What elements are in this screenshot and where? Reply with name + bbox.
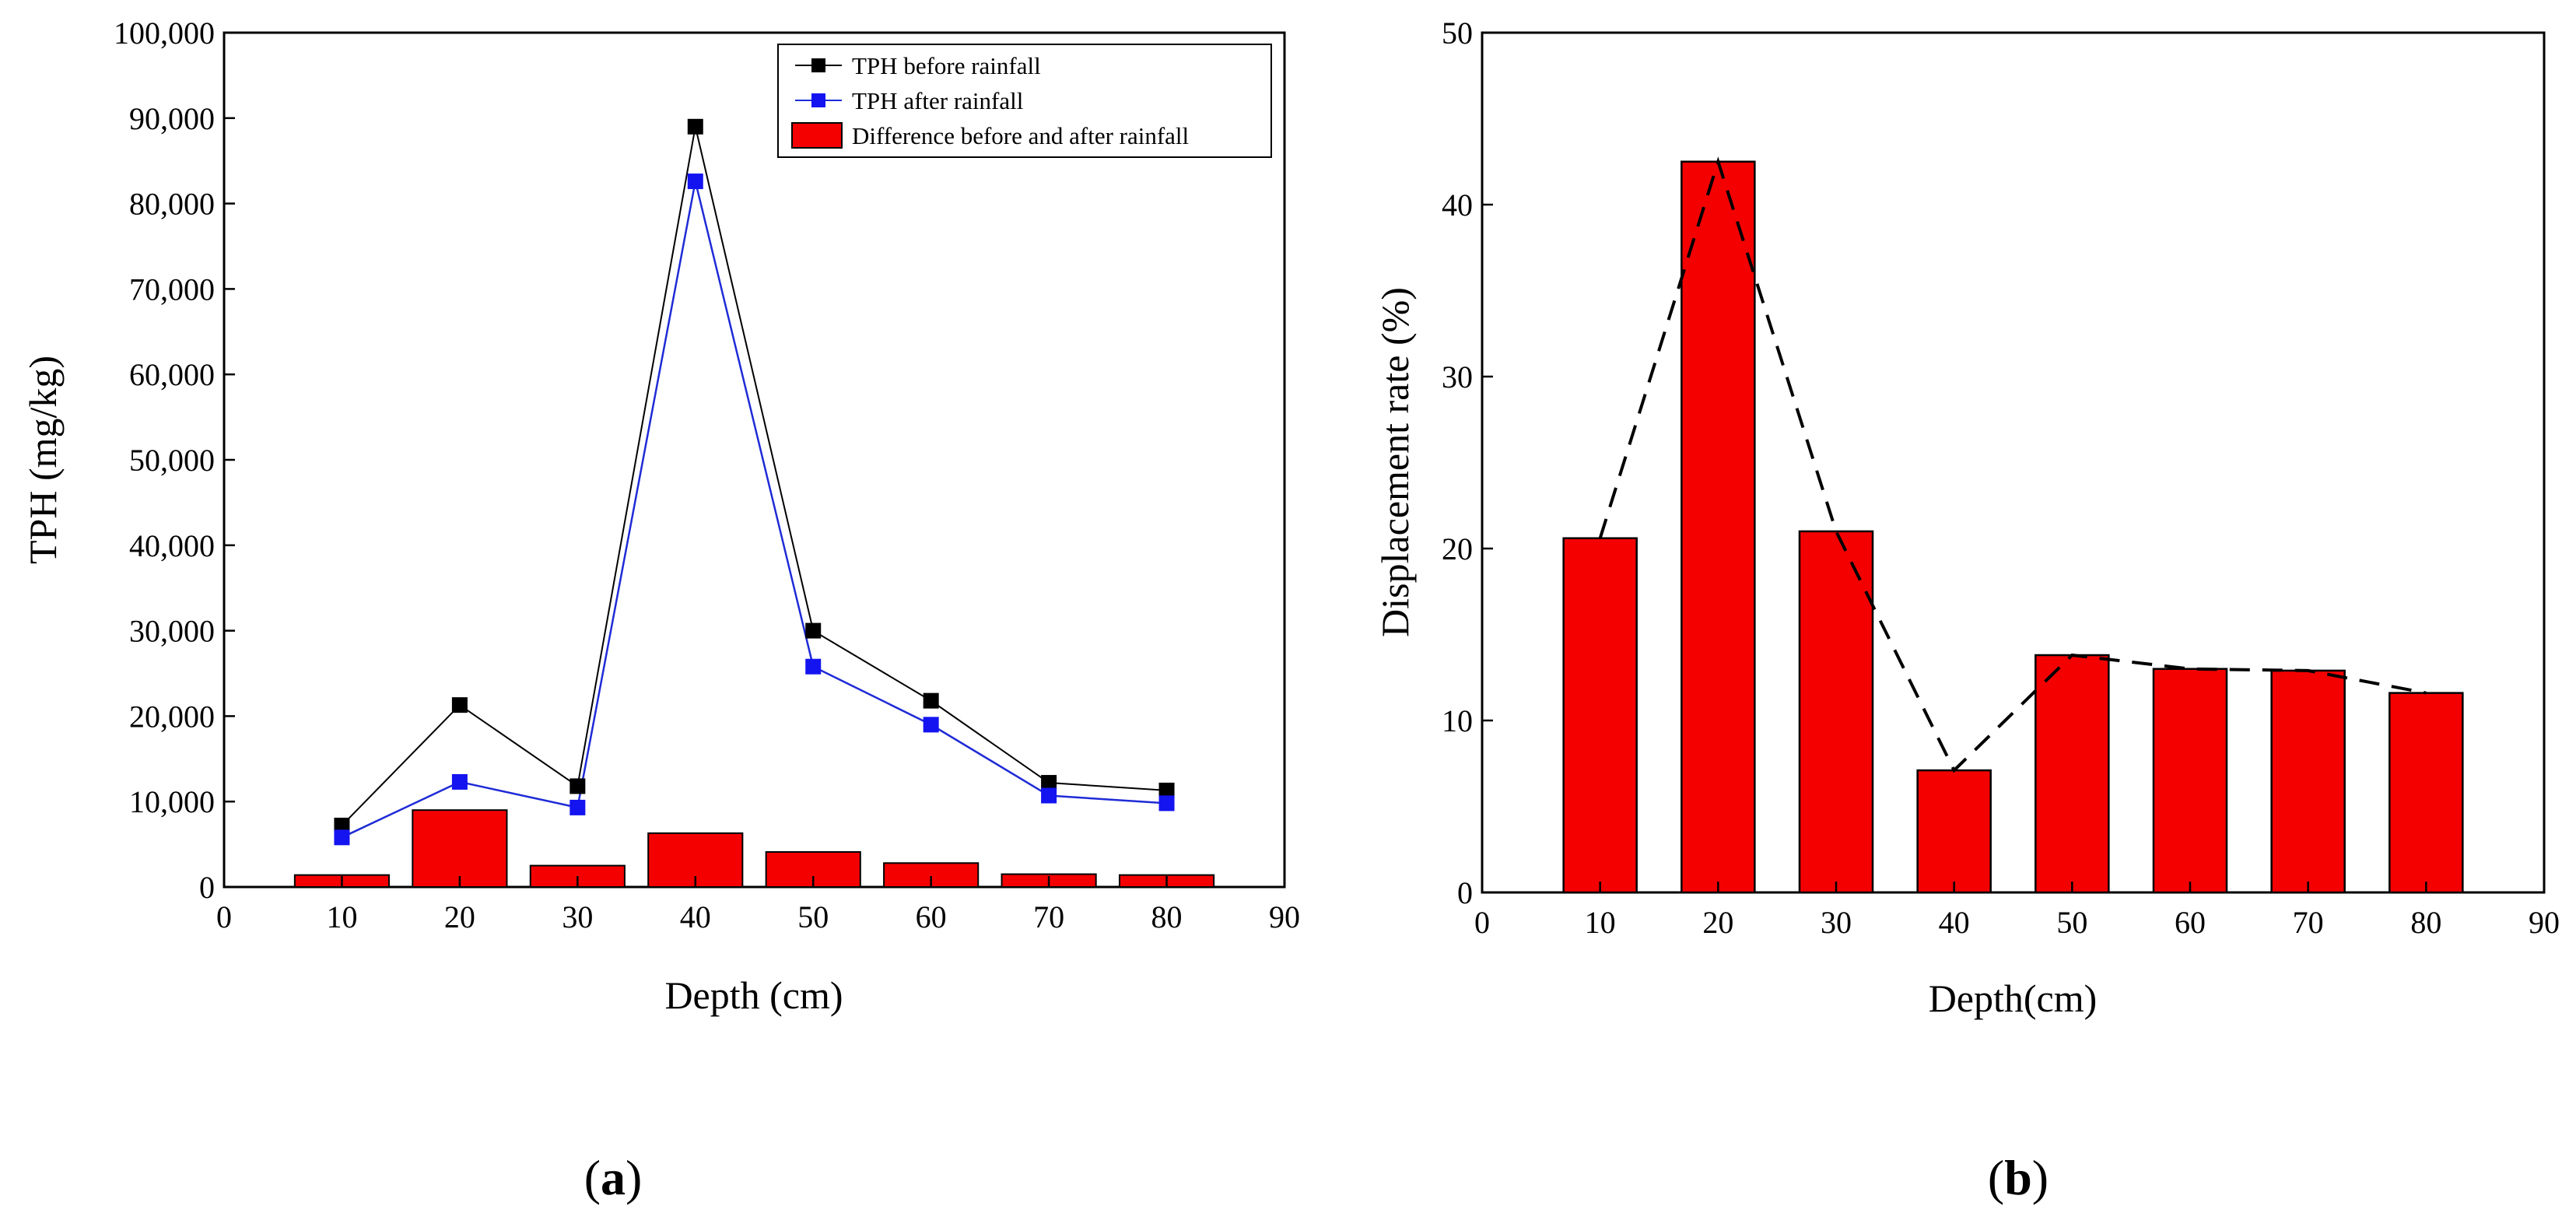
after-rainfall-point — [687, 174, 703, 190]
chart-a-markers — [334, 118, 1175, 846]
chart-a-lines — [341, 126, 1167, 839]
after-rainfall-point — [1158, 795, 1175, 812]
after-rainfall-line — [341, 181, 1167, 839]
legend-after-marker — [811, 93, 825, 107]
before-rainfall-point — [1158, 782, 1175, 798]
after-rainfall-point — [923, 717, 939, 733]
before-rainfall-point — [451, 697, 468, 713]
x-tick-label: 50 — [2056, 905, 2087, 940]
legend-before-marker — [811, 58, 825, 72]
x-tick-label: 10 — [326, 899, 357, 934]
y-tick-label: 70,000 — [129, 272, 215, 307]
before-rainfall-line — [341, 126, 1167, 826]
y-tick-label: 20,000 — [129, 699, 215, 734]
before-rainfall-point — [687, 118, 703, 135]
x-tick-label: 90 — [1269, 899, 1300, 934]
difference-bar — [412, 809, 508, 889]
y-tick-label: 40 — [1442, 188, 1473, 223]
before-rainfall-point — [1041, 775, 1057, 791]
x-tick-label: 30 — [1821, 905, 1852, 940]
x-tick-label: 80 — [1151, 899, 1183, 934]
chart-a-y-axis-title: TPH (mg/kg) — [21, 356, 65, 564]
chart-b-x-ticks: 0 10 20 30 40 50 60 70 80 90 — [1474, 882, 2560, 940]
x-tick-label: 70 — [2293, 905, 2324, 940]
after-rainfall-point — [334, 829, 350, 846]
chart-b-x-axis-title: Depth(cm) — [1929, 976, 2098, 1020]
x-tick-label: 50 — [797, 899, 829, 934]
chart-a-bars — [293, 809, 1215, 889]
displacement-trend-line — [1598, 156, 2427, 773]
chart-a-plot-frame — [223, 31, 1286, 889]
y-tick-label: 50 — [1442, 16, 1473, 51]
x-tick-label: 10 — [1585, 905, 1616, 940]
panel-label-a: (a) — [584, 1150, 643, 1205]
before-rainfall-point — [923, 692, 939, 709]
x-tick-label: 70 — [1033, 899, 1064, 934]
chart-a-legend-box — [777, 44, 1272, 158]
chart-b-plot-frame — [1481, 31, 2546, 894]
chart-a-y-ticks: 0 10,000 20,000 30,000 40,000 50,000 60,000 70,… — [114, 16, 235, 905]
after-rainfall-point — [570, 799, 586, 815]
y-tick-label: 40,000 — [129, 528, 215, 563]
y-tick-label: 60,000 — [129, 357, 215, 392]
chart-b: 0 10 20 30 40 50 0 10 20 30 40 50 60 70 80 90 Depth(cm… — [1373, 16, 2560, 1020]
legend-item-difference: Difference before and after rainfall — [791, 122, 1189, 149]
chart-a-x-axis-title: Depth (cm) — [664, 973, 843, 1017]
y-tick-label: 30,000 — [129, 614, 215, 649]
y-tick-label: 10,000 — [129, 784, 215, 819]
x-tick-label: 30 — [562, 899, 593, 934]
displacement-bar — [1916, 769, 1992, 894]
x-tick-label: 60 — [916, 899, 947, 934]
displacement-bar — [2152, 668, 2228, 894]
y-tick-label: 10 — [1442, 703, 1473, 738]
legend-after-label: TPH after rainfall — [852, 87, 1023, 114]
y-tick-label: 30 — [1442, 359, 1473, 394]
chart-a-legend: TPH before rainfall TPH after rainfall D… — [777, 44, 1272, 158]
chart-b-lines — [1598, 156, 2427, 773]
legend-item-before: TPH before rainfall — [795, 52, 1041, 79]
chart-a: 0 10,000 20,000 30,000 40,000 50,000 60,000 70,… — [21, 16, 1300, 1017]
y-tick-label: 100,000 — [114, 16, 215, 51]
displacement-bar — [1562, 537, 1638, 894]
legend-difference-label: Difference before and after rainfall — [852, 122, 1189, 149]
x-tick-label: 20 — [1702, 905, 1733, 940]
x-tick-label: 40 — [1939, 905, 1970, 940]
chart-b-y-ticks: 0 10 20 30 40 50 — [1442, 16, 1493, 910]
x-tick-label: 20 — [444, 899, 475, 934]
displacement-bar — [2388, 692, 2464, 894]
legend-item-after: TPH after rainfall — [795, 87, 1023, 114]
y-tick-label: 0 — [199, 870, 215, 905]
y-tick-label: 50,000 — [129, 443, 215, 478]
chart-a-x-ticks: 0 10 20 30 40 50 60 70 80 90 — [216, 876, 1300, 934]
y-tick-label: 0 — [1457, 875, 1473, 910]
displacement-bar — [2270, 669, 2346, 894]
displacement-bar — [1681, 160, 1756, 894]
before-rainfall-point — [805, 622, 822, 639]
before-rainfall-point — [334, 817, 350, 833]
displacement-bar — [1798, 530, 1874, 894]
after-rainfall-point — [1041, 787, 1057, 804]
legend-difference-swatch — [791, 122, 843, 149]
x-tick-label: 0 — [1474, 905, 1490, 940]
y-tick-label: 20 — [1442, 531, 1473, 566]
x-tick-label: 0 — [216, 899, 232, 934]
after-rainfall-point — [805, 658, 822, 675]
panel-label-b: (b) — [1988, 1150, 2049, 1205]
legend-before-label: TPH before rainfall — [852, 52, 1041, 79]
y-tick-label: 80,000 — [129, 187, 215, 222]
y-tick-label: 90,000 — [129, 101, 215, 136]
x-tick-label: 40 — [680, 899, 711, 934]
chart-b-y-axis-title: Displacement rate (%) — [1373, 287, 1417, 637]
before-rainfall-point — [570, 778, 586, 794]
x-tick-label: 90 — [2529, 905, 2560, 940]
chart-b-bars — [1562, 160, 2464, 894]
displacement-bar — [2035, 654, 2110, 894]
after-rainfall-point — [451, 773, 468, 790]
x-tick-label: 80 — [2410, 905, 2441, 940]
x-tick-label: 60 — [2175, 905, 2206, 940]
